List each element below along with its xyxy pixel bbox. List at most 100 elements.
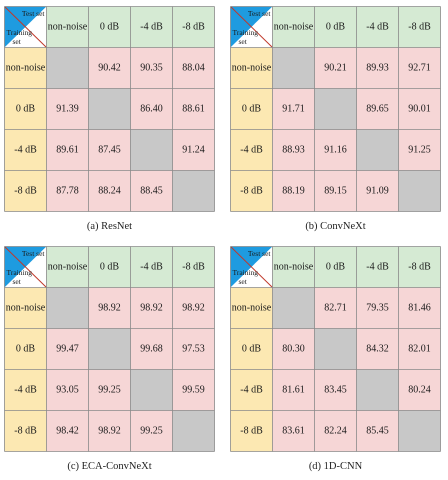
diagonal-empty-cell (356, 369, 399, 411)
corner-label-training-set: set (239, 37, 248, 46)
accuracy-value: 83.45 (324, 384, 347, 395)
row-header-label: 0 dB (16, 103, 36, 114)
corner-diagonal-line (230, 246, 273, 288)
accuracy-cell (314, 170, 357, 212)
accuracy-value: 81.46 (408, 302, 431, 313)
accuracy-cell (172, 369, 215, 411)
accuracy-value: 90.35 (140, 62, 163, 73)
accuracy-cell (88, 410, 131, 452)
row-header-cell (230, 328, 273, 370)
accuracy-cell (46, 410, 89, 452)
column-header-cell (398, 6, 441, 48)
accuracy-value: 81.61 (282, 384, 305, 395)
accuracy-value: 99.59 (182, 384, 205, 395)
diagonal-empty-cell (88, 88, 131, 130)
accuracy-value: 88.24 (98, 185, 121, 196)
column-header-cell (88, 6, 131, 48)
column-header-label: -4 dB (366, 21, 389, 32)
table-panel-b: Test set Training set non-noise 0 dB -4 dB -8 … (230, 6, 441, 232)
accuracy-cell (46, 129, 89, 171)
accuracy-value: 80.30 (282, 343, 305, 354)
accuracy-value: 98.92 (140, 302, 163, 313)
row-header-cell (4, 47, 47, 89)
diagonal-empty-cell (172, 170, 215, 212)
column-header-label: non-noise (274, 261, 314, 272)
row-header-cell (4, 170, 47, 212)
accuracy-value: 98.92 (98, 302, 121, 313)
accuracy-cell (46, 88, 89, 130)
accuracy-value: 88.61 (182, 103, 205, 114)
accuracy-cell (272, 170, 315, 212)
corner-label-training: Training (233, 28, 259, 37)
column-header-label: 0 dB (326, 21, 346, 32)
row-header-cell (4, 328, 47, 370)
row-header-cell (230, 369, 273, 411)
diagonal-empty-cell (46, 287, 89, 329)
corner-label-training-set: set (239, 277, 248, 286)
accuracy-cell (272, 328, 315, 370)
accuracy-cell (398, 328, 441, 370)
accuracy-cell (356, 287, 399, 329)
accuracy-cell (356, 47, 399, 89)
table-panel-a: Test set Training set non-noise 0 dB -4 dB -8 … (4, 6, 215, 232)
accuracy-cell (356, 410, 399, 452)
accuracy-value: 93.05 (56, 384, 79, 395)
row-header-cell (230, 129, 273, 171)
table-panel-c: Test set Training set non-noise 0 dB -4 dB -8 … (4, 246, 215, 472)
row-header-cell (230, 170, 273, 212)
accuracy-cell (172, 47, 215, 89)
accuracy-cell (398, 369, 441, 411)
column-header-cell (314, 246, 357, 288)
accuracy-value: 98.92 (182, 302, 205, 313)
row-header-cell (230, 47, 273, 89)
accuracy-cell (272, 410, 315, 452)
accuracy-value: 89.93 (366, 62, 389, 73)
accuracy-cell (314, 47, 357, 89)
row-header-label: -4 dB (240, 384, 263, 395)
accuracy-cell (46, 328, 89, 370)
column-header-cell (356, 246, 399, 288)
row-header-cell (4, 88, 47, 130)
corner-label-test-set: Test set (22, 249, 46, 258)
accuracy-cell (130, 170, 173, 212)
corner-label-test-set: Test set (248, 9, 272, 18)
column-header-cell (272, 246, 315, 288)
column-header-label: 0 dB (100, 261, 120, 272)
diagonal-empty-cell (356, 129, 399, 171)
accuracy-value: 83.61 (282, 425, 305, 436)
column-header-cell (46, 246, 89, 288)
row-header-label: -4 dB (240, 144, 263, 155)
panel-caption-a: (a) ResNet (86, 221, 133, 232)
row-header-label: -8 dB (240, 185, 263, 196)
accuracy-value: 88.45 (140, 185, 163, 196)
row-header-cell (230, 287, 273, 329)
accuracy-value: 85.45 (366, 425, 389, 436)
accuracy-cell (130, 410, 173, 452)
accuracy-cell (46, 170, 89, 212)
accuracy-cell (356, 328, 399, 370)
accuracy-value: 90.21 (324, 62, 347, 73)
row-header-label: 0 dB (16, 343, 36, 354)
accuracy-value: 84.32 (366, 343, 389, 354)
accuracy-value: 88.93 (282, 144, 305, 155)
diagonal-empty-cell (130, 129, 173, 171)
accuracy-value: 82.71 (324, 302, 347, 313)
accuracy-value: 89.15 (324, 185, 347, 196)
accuracy-value: 99.25 (98, 384, 121, 395)
row-header-label: -4 dB (14, 144, 37, 155)
table-panel-d: Test set Training set non-noise 0 dB -4 dB -8 … (230, 246, 441, 472)
accuracy-value: 91.09 (366, 185, 389, 196)
accuracy-value: 89.61 (56, 144, 79, 155)
column-header-label: non-noise (48, 261, 88, 272)
row-header-label: -8 dB (14, 425, 37, 436)
corner-diagonal-line (4, 6, 47, 48)
column-header-cell (88, 246, 131, 288)
column-header-cell (398, 246, 441, 288)
accuracy-value: 99.68 (140, 343, 163, 354)
accuracy-cell (314, 369, 357, 411)
accuracy-value: 91.25 (408, 144, 431, 155)
column-header-label: non-noise (274, 21, 314, 32)
diagonal-empty-cell (46, 47, 89, 89)
row-header-cell (230, 410, 273, 452)
